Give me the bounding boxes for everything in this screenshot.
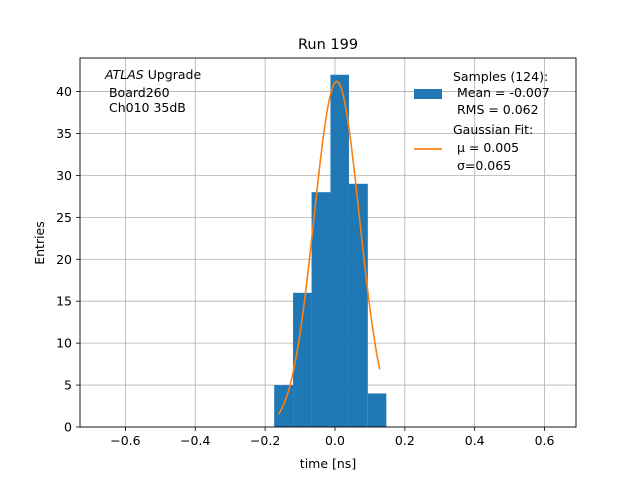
legend: Samples (124): Mean = -0.007 RMS = 0.062… [414,69,550,173]
y-tick-label: 20 [56,252,72,267]
x-tick-label: 0.4 [465,433,485,448]
x-tick-label: 0.2 [395,433,415,448]
y-axis-label: Entries [32,221,47,265]
y-tick-label: 25 [56,210,72,225]
annotation-line-3: Ch010 35dB [105,100,186,115]
x-axis-ticks: −0.6 −0.4 −0.2 0.0 0.2 0.4 0.6 [110,427,555,448]
legend-samples-line-2: Mean = -0.007 [453,85,550,100]
annotation-line-1: ATLAS Upgrade [104,67,201,82]
histogram-bar [348,183,368,427]
annotation-upgrade: Upgrade [144,67,202,82]
x-tick-label: 0.0 [325,433,345,448]
x-tick-label: −0.6 [110,433,140,448]
chart-title: Run 199 [298,37,358,53]
y-tick-label: 15 [56,294,72,309]
y-tick-label: 30 [56,168,72,183]
x-tick-label: −0.2 [250,433,280,448]
y-tick-label: 5 [64,378,72,393]
legend-samples-line-1: Samples (124): [453,69,548,84]
y-tick-label: 10 [56,336,72,351]
annotation-atlas: ATLAS [104,67,144,82]
histogram-bar [293,292,312,427]
y-tick-label: 40 [56,84,72,99]
x-tick-label: −0.4 [180,433,210,448]
x-axis-label: time [ns] [300,456,356,471]
legend-swatch-samples [414,89,442,99]
gaussian-fit-curve [277,80,381,415]
y-tick-label: 35 [56,126,72,141]
histogram-bar [330,74,349,427]
histogram-bar [311,192,331,427]
legend-fit-line-2: μ = 0.005 [453,140,519,155]
y-axis-ticks: 0 5 10 15 20 25 30 35 40 [56,84,80,435]
y-tick-label: 0 [64,420,72,435]
histogram-bar [367,393,387,427]
x-tick-label: 0.6 [535,433,555,448]
legend-samples-line-3: RMS = 0.062 [453,102,539,117]
plot-frame [79,57,577,428]
legend-fit-line-1: Gaussian Fit: [453,122,533,137]
annotation: ATLAS Upgrade Board260 Ch010 35dB [104,67,201,115]
legend-fit-line-3: σ=0.065 [453,158,511,173]
annotation-line-2: Board260 [105,85,170,100]
